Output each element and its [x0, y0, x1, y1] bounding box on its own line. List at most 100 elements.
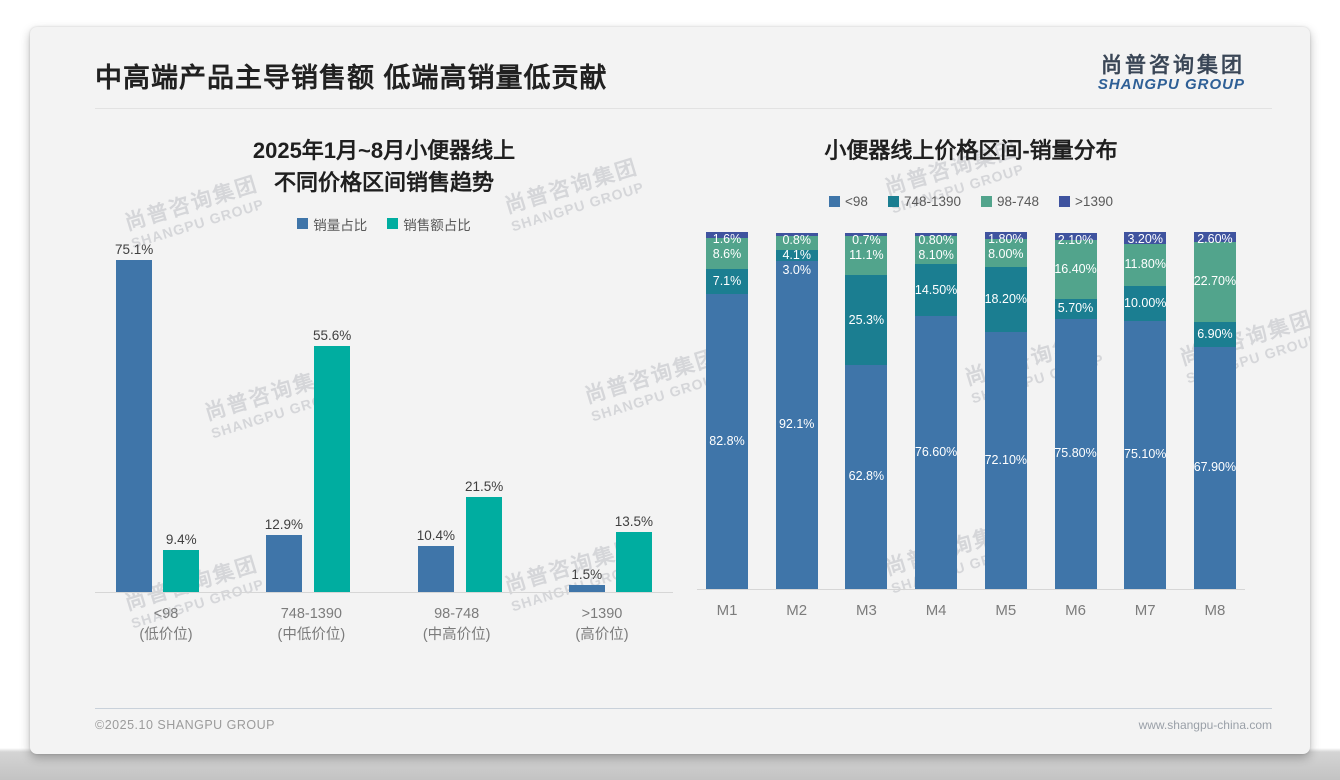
segment-label: 5.70% — [1057, 301, 1094, 316]
segment-label: 18.20% — [984, 292, 1028, 307]
legend-label: 98-748 — [997, 193, 1040, 209]
grouped-categories: <98 (低价位) 748-1390 (中低价位) 98-748 (中高价位) >1390(… — [95, 604, 673, 648]
stacked-bar: 2.60% 22.70% 6.90% 67.90% — [1193, 232, 1237, 589]
charts-row: 2025年1月~8月小便器线上 不同价格区间销售趋势 销量占比 销售额占比 75.1… — [30, 109, 1310, 647]
segment-label: 4.1% — [782, 247, 811, 262]
stacked-segment — [845, 365, 888, 589]
bar-value-label: 21.5% — [465, 478, 504, 494]
segment-label: 75.10% — [1124, 447, 1167, 462]
stacked-segment — [706, 232, 748, 238]
stacked-bar: 1.6% 8.6% 7.1% 82.8% — [706, 232, 748, 589]
month-label: M8 — [1204, 601, 1226, 619]
segment-label: 8.00% — [988, 247, 1024, 262]
stacked-segment — [984, 238, 1027, 268]
legend-swatch — [887, 195, 899, 207]
legend-label: >1390 — [1075, 193, 1113, 209]
stacked-segment — [984, 332, 1027, 589]
month-label: M3 — [855, 601, 877, 619]
grouped-plot: 75.1% 9.4% 12.9% 55.6% 10.4% 21.5% 1.5% 13.5% — [95, 242, 673, 593]
month-label: M7 — [1134, 601, 1156, 619]
slide-footer: ©2025.10 SHANGPU GROUP www.shangpu-china… — [30, 708, 1310, 732]
legend-label: 销售额占比 — [403, 217, 471, 233]
stacked-bar: 1.80% 8.00% 18.20% 72.10% — [984, 232, 1028, 589]
grouped-bar-chart: 2025年1月~8月小便器线上 不同价格区间销售趋势 销量占比 销售额占比 75.1… — [95, 133, 673, 647]
segment-label: 14.50% — [914, 282, 958, 297]
right-chart-legend: <98 748-1390 98-748 >1390 — [697, 194, 1245, 209]
stacked-segment — [706, 293, 748, 589]
month-axis: M1 M2 M3 M4 M5 M6 M7 M8 — [697, 602, 1245, 619]
stacked-segment — [706, 238, 748, 269]
segment-label: 67.90% — [1193, 460, 1237, 475]
stacked-plot: 1.6% 8.6% 7.1% 82.8% 0.8% 4.1% 3.0% 92.1% 0.7% 11… — [697, 231, 1245, 590]
segment-label: 8.6% — [712, 247, 742, 262]
segment-label: 3.20% — [1127, 232, 1163, 247]
segment-label: 25.3% — [848, 312, 885, 327]
month-label: M6 — [1065, 601, 1086, 619]
grouped-bar — [417, 545, 454, 592]
segment-label: 0.8% — [782, 232, 811, 247]
category-label: 748-1390 (中低价位) — [277, 605, 346, 644]
bar-value-label: 12.9% — [264, 516, 303, 532]
header-divider — [95, 107, 1272, 109]
legend-swatch — [1059, 195, 1071, 207]
page-title: 中高端产品主导销售额 低端高销量低贡献 — [95, 62, 608, 93]
stacked-segment — [915, 264, 958, 316]
bar-value-label: 55.6% — [313, 327, 352, 343]
bar-cell: 12.9% — [265, 517, 303, 592]
category-label: <98 (低价位) — [139, 605, 193, 644]
legend-item: 748-1390 — [887, 193, 961, 209]
segment-label: 1.80% — [988, 232, 1024, 247]
logo-cn-text: 尚普咨询集团 — [1101, 54, 1245, 77]
bar-group: 12.9% 55.6% — [265, 328, 351, 592]
segment-label: 10.00% — [1124, 295, 1167, 310]
stacked-bar: 0.7% 11.1% 25.3% 62.8% — [845, 233, 888, 589]
stacked-segment — [915, 316, 958, 589]
stacked-segment — [1124, 232, 1167, 244]
stacked-bar: 0.8% 4.1% 3.0% 92.1% — [775, 232, 818, 589]
stacked-segment — [1054, 318, 1097, 589]
stacked-segment — [845, 275, 888, 366]
bar-cell: 9.4% — [163, 532, 200, 592]
segment-label: 76.60% — [914, 444, 958, 459]
month-label: M2 — [786, 601, 808, 619]
bar-cell: 75.1% — [115, 242, 153, 592]
legend-swatch — [981, 195, 992, 207]
stacked-segment — [1054, 298, 1097, 319]
grouped-bar — [265, 534, 302, 592]
stacked-segment — [775, 235, 818, 251]
stacked-segment — [984, 267, 1027, 332]
legend-item: >1390 — [1059, 194, 1113, 209]
chart-title-line: 2025年1月~8月小便器线上 — [252, 137, 516, 163]
legend-item: 销售额占比 — [387, 214, 471, 234]
bar-cell: 10.4% — [417, 528, 455, 592]
chart-title-line: 不同价格区间销售趋势 — [273, 169, 494, 195]
bar-value-label: 13.5% — [614, 513, 653, 529]
right-chart-title: 小便器线上价格区间-销量分布 — [697, 135, 1245, 167]
legend-label: 销量占比 — [313, 217, 368, 233]
stacked-segment — [775, 260, 818, 589]
legend-item: <98 — [829, 194, 868, 209]
segment-label: 7.1% — [712, 273, 742, 288]
bar-cell: 55.6% — [313, 328, 351, 592]
legend-swatch — [829, 195, 841, 207]
bar-value-label: 9.4% — [165, 532, 197, 548]
stacked-segment — [706, 268, 748, 294]
segment-label: 11.1% — [849, 248, 884, 263]
slide-card: 尚普咨询集团 SHANGPU GROUP 尚普咨询集团 SHANGPU GROUP 尚普… — [30, 27, 1310, 754]
stacked-segment — [1193, 322, 1236, 347]
legend-label: 748-1390 — [903, 193, 961, 209]
segment-label: 6.90% — [1197, 327, 1233, 342]
company-logo: 尚普咨询集团 SHANGPU GROUP — [1098, 54, 1245, 95]
grouped-bar — [314, 345, 351, 592]
grouped-bar — [163, 550, 200, 592]
stacked-segment — [1124, 285, 1167, 322]
grouped-bar — [116, 259, 153, 592]
stacked-segment — [1193, 347, 1236, 589]
stacked-segment — [1193, 241, 1236, 323]
segment-label: 1.6% — [712, 232, 742, 247]
left-chart-title: 2025年1月~8月小便器线上 不同价格区间销售趋势 — [95, 135, 673, 199]
segment-label: 2.10% — [1057, 232, 1094, 247]
bar-cell: 13.5% — [615, 514, 653, 592]
segment-label: 0.7% — [852, 233, 881, 248]
segment-label: 72.10% — [984, 452, 1028, 467]
